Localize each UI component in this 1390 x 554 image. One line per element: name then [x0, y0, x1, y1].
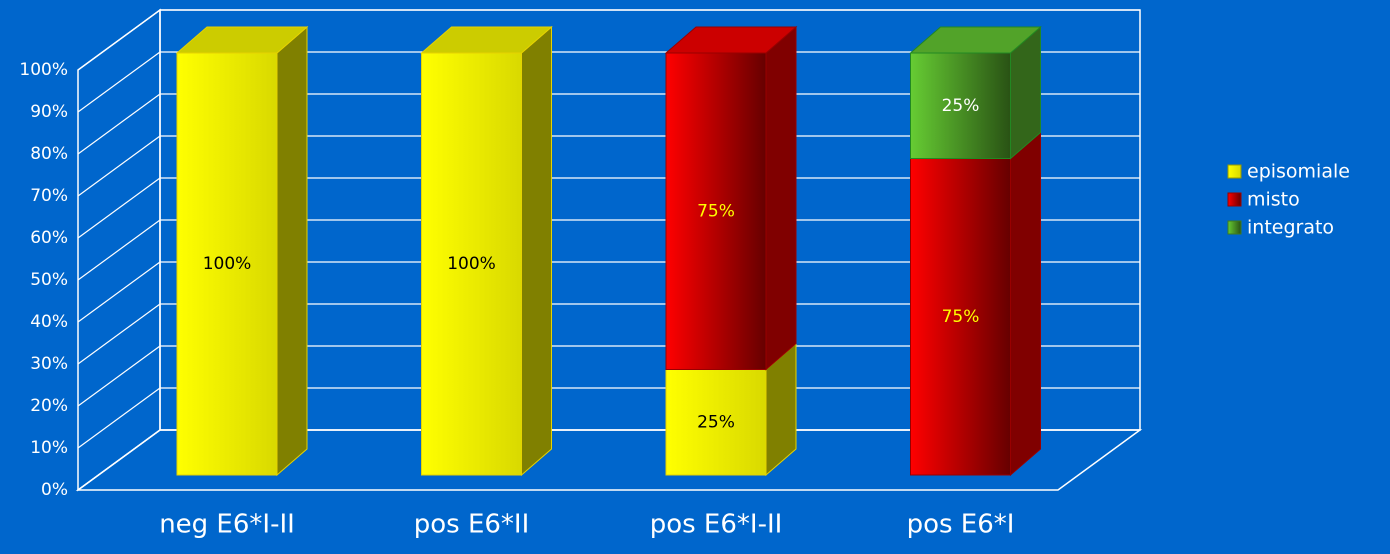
- x-tick-label: neg E6*I-II: [159, 510, 295, 540]
- value-label: 25%: [697, 412, 735, 432]
- grid-line: [77, 177, 161, 239]
- grid-line: [77, 9, 161, 71]
- bar-side: [276, 25, 308, 477]
- grid-line: [77, 93, 161, 155]
- bar-top: [664, 26, 798, 54]
- y-tick-label: 100%: [19, 60, 68, 80]
- value-label: 100%: [203, 254, 252, 274]
- value-label: 25%: [942, 96, 980, 116]
- value-label: 75%: [942, 307, 980, 327]
- legend-swatch: [1227, 192, 1242, 207]
- grid-line: [77, 219, 161, 281]
- y-tick-label: 0%: [41, 480, 68, 500]
- y-tick-label: 30%: [30, 354, 68, 374]
- x-tick-label: pos E6*II: [414, 510, 530, 540]
- grid-line: [77, 51, 161, 113]
- legend-label: integrato: [1247, 217, 1334, 239]
- y-tick-label: 80%: [30, 144, 68, 164]
- grid-line: [77, 261, 161, 323]
- legend-label: misto: [1247, 189, 1300, 211]
- x-tick-label: pos E6*I: [907, 510, 1015, 540]
- grid-line: [77, 429, 161, 491]
- y-tick-label: 20%: [30, 396, 68, 416]
- x-tick-label: pos E6*I-II: [650, 510, 783, 540]
- bar-side: [521, 25, 552, 477]
- bar: [421, 52, 522, 476]
- bar-top: [909, 26, 1042, 54]
- bar-side: [1010, 131, 1041, 477]
- grid-line: [77, 135, 161, 197]
- legend-label: episomiale: [1247, 161, 1350, 183]
- value-label: 100%: [447, 254, 496, 274]
- bar-top: [175, 26, 309, 54]
- grid-line: [77, 345, 161, 407]
- y-tick-label: 90%: [30, 102, 68, 122]
- legend-swatch: [1227, 220, 1242, 235]
- bar-top: [420, 26, 553, 54]
- y-tick-label: 70%: [30, 186, 68, 206]
- bar: [665, 369, 767, 476]
- value-label: 75%: [697, 201, 735, 221]
- bar: [910, 52, 1011, 159]
- y-tick-label: 50%: [30, 270, 68, 290]
- bar-side: [765, 25, 797, 371]
- bar: [665, 52, 767, 370]
- y-tick-label: 60%: [30, 228, 68, 248]
- grid-line: [77, 303, 161, 365]
- y-tick-label: 10%: [30, 438, 68, 458]
- y-tick-label: 40%: [30, 312, 68, 332]
- legend-swatch: [1227, 164, 1242, 179]
- bar: [910, 158, 1011, 476]
- grid-line: [77, 387, 161, 449]
